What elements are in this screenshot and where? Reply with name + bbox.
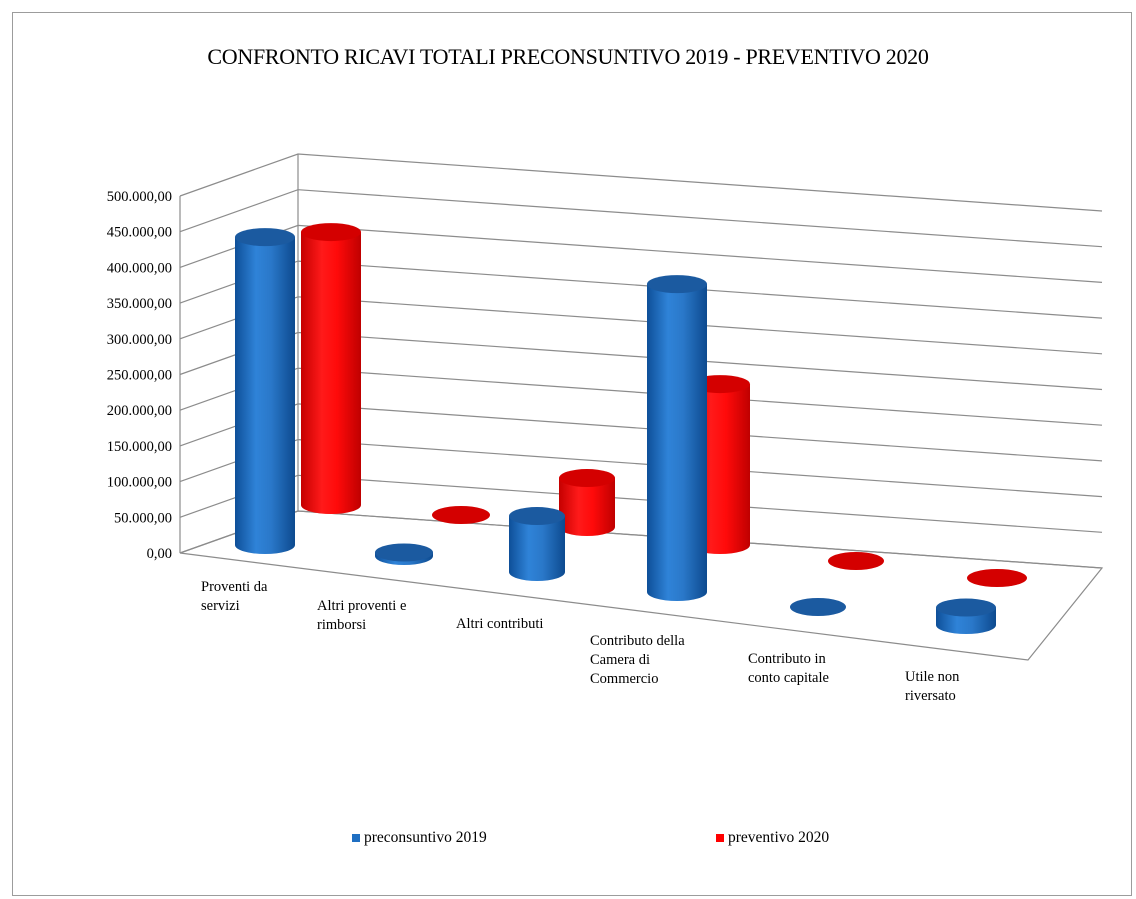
gridline	[179, 331, 1103, 391]
chart-title: CONFRONTO RICAVI TOTALI PRECONSUNTIVO 20…	[207, 44, 929, 69]
y-tick-label: 350.000,00	[107, 296, 172, 312]
chart-frame	[12, 12, 1132, 896]
y-tick-label: 50.000,00	[114, 510, 172, 526]
bar-preconsuntivo-2	[509, 507, 565, 581]
gridline	[179, 367, 1103, 426]
legend-swatch-blue	[352, 834, 360, 842]
gridline	[179, 260, 1103, 319]
y-tick-label: 450.000,00	[107, 225, 172, 241]
bar-preconsuntivo-1-top	[375, 543, 433, 562]
bar-preconsuntivo-4	[790, 598, 846, 616]
y-tick-label: 0,00	[147, 546, 172, 562]
legend-label: preventivo 2020	[728, 829, 830, 846]
y-tick-label: 150.000,00	[107, 439, 172, 455]
bar-preventivo-4	[828, 552, 884, 570]
gridline	[179, 474, 1103, 533]
x-tick-label: Contributo in conto capitale	[748, 651, 829, 686]
legend-label: preconsuntivo 2019	[364, 829, 487, 846]
legend-item-preconsuntivo: preconsuntivo 2019	[352, 829, 487, 847]
bar-preconsuntivo-2-body	[509, 516, 565, 581]
bar-preventivo-0	[301, 223, 361, 515]
gridline	[179, 510, 1103, 569]
gridline	[179, 153, 1103, 212]
bar-preconsuntivo-0-top	[235, 228, 295, 247]
bar-preconsuntivo-2-top	[509, 507, 565, 526]
bar-preconsuntivo-3-top	[647, 275, 707, 294]
y-tick-label: 100.000,00	[107, 475, 172, 491]
bars	[235, 223, 1027, 634]
x-tick-label: Altri contributi	[456, 616, 544, 632]
bar-preventivo-5-flat	[967, 569, 1027, 587]
x-tick-label: Utile non riversato	[905, 669, 960, 704]
gridline	[179, 296, 1103, 355]
gridline	[179, 438, 1103, 498]
bar-preconsuntivo-3-body	[647, 284, 707, 601]
bar-preconsuntivo-3	[647, 275, 707, 601]
y-tick-label: 200.000,00	[107, 403, 172, 419]
bar-preventivo-4-flat	[828, 552, 884, 570]
gridline	[179, 189, 1103, 248]
bar-preventivo-1-flat	[432, 506, 490, 524]
x-tick-label: Contributo della Camera di Commercio	[590, 633, 685, 687]
legend-swatch-red	[716, 834, 724, 842]
gridline	[179, 224, 1103, 283]
bar-preconsuntivo-1	[375, 543, 433, 565]
bar-preconsuntivo-4-flat	[790, 598, 846, 616]
bar-preventivo-2	[559, 469, 615, 536]
bar-preventivo-5	[967, 569, 1027, 587]
y-tick-label: 500.000,00	[107, 189, 172, 205]
bar-preventivo-0-top	[301, 223, 361, 242]
bar-preconsuntivo-5-top	[936, 598, 996, 617]
bar-preconsuntivo-0-body	[235, 237, 295, 554]
legend-item-preventivo: preventivo 2020	[716, 829, 829, 847]
y-axis-ticks: 0,00 50.000,00 100.000,00 150.000,00 200.000…	[107, 189, 172, 562]
gridlines	[179, 153, 1104, 661]
y-tick-label: 250.000,00	[107, 368, 172, 384]
bar-preventivo-0-body	[301, 232, 361, 515]
bar-preventivo-1	[432, 506, 490, 524]
bar-preventivo-2-body	[559, 478, 615, 536]
y-tick-label: 300.000,00	[107, 332, 172, 348]
x-tick-label: Altri proventi e rimborsi	[317, 598, 407, 633]
y-tick-label: 400.000,00	[107, 260, 172, 276]
bar-preconsuntivo-0	[235, 228, 295, 554]
bar-preconsuntivo-5	[936, 598, 996, 634]
bar-preventivo-2-top	[559, 469, 615, 488]
x-tick-label: Proventi da servizi	[201, 579, 268, 614]
gridline	[179, 403, 1103, 462]
